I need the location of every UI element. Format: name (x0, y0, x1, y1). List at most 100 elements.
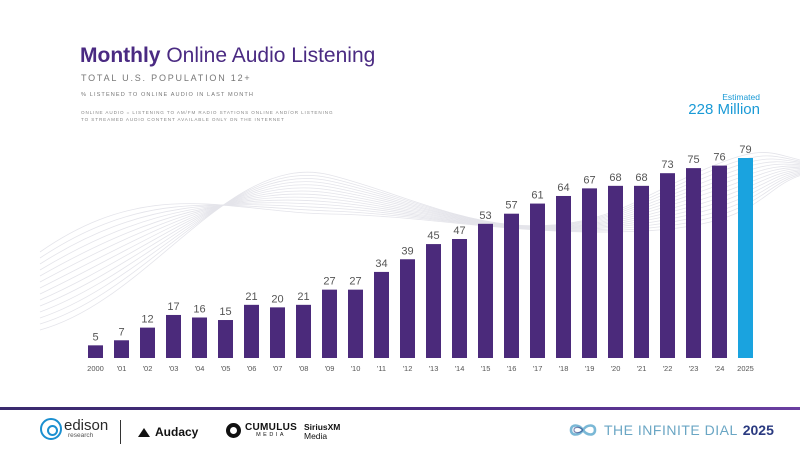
bar-value-label: 21 (297, 291, 309, 303)
cumulus-name: CUMULUS (245, 422, 298, 433)
bar-7 (270, 307, 285, 358)
bar-value-label: 21 (245, 291, 257, 303)
x-tick-label: '14 (455, 364, 465, 373)
bar-value-label: 7 (118, 326, 124, 338)
bar-19 (582, 188, 597, 358)
bar-value-label: 67 (583, 174, 595, 186)
bar-12 (400, 259, 415, 358)
wave-line (39, 170, 800, 277)
bar-10 (348, 289, 363, 358)
bar-chart: 5 2000 7 '01 12 '02 17 '03 16 '04 15 '05 21 '06 20 '07 2… (39, 144, 800, 373)
wave-line (39, 168, 800, 289)
bar-14 (452, 239, 467, 358)
wave-line (39, 152, 800, 331)
bar-1 (114, 340, 129, 358)
bar-value-label: 27 (349, 276, 361, 288)
logo-divider (120, 420, 121, 444)
bar-value-label: 16 (193, 303, 205, 315)
bar-3 (166, 314, 181, 358)
x-tick-label: 2025 (737, 364, 754, 373)
cumulus-logo: CUMULUS MEDIA (226, 423, 297, 439)
bar-value-label: 27 (323, 276, 335, 288)
wave-line (39, 155, 800, 325)
bar-11 (374, 271, 389, 358)
x-tick-label: '06 (247, 364, 257, 373)
edison-name: edison (64, 417, 109, 435)
bar-5 (218, 320, 233, 358)
bar-24 (712, 165, 727, 358)
x-tick-label: '08 (299, 364, 309, 373)
wave-line (39, 165, 800, 301)
x-tick-label: '13 (429, 364, 439, 373)
x-tick-label: '04 (195, 364, 205, 373)
estimate-label: Estimated (722, 92, 760, 102)
edison-sub: research (68, 432, 94, 440)
bar-18 (556, 195, 571, 358)
cumulus-logo-icon (226, 423, 241, 439)
infinity-logo-icon (569, 424, 597, 436)
bar-value-label: 68 (635, 172, 647, 184)
x-tick-label: '19 (585, 364, 595, 373)
bar-0 (88, 345, 103, 358)
bar-value-label: 20 (271, 293, 283, 305)
bar-value-label: 75 (687, 154, 699, 166)
x-tick-label: '21 (637, 364, 647, 373)
infinite-dial-logo: THE INFINITE DIAL 2025 (568, 422, 774, 438)
bar-9 (322, 289, 337, 358)
x-tick-label: '23 (689, 364, 699, 373)
x-tick-label: '10 (351, 364, 361, 373)
subtitle: TOTAL U.S. POPULATION 12+ (81, 73, 252, 83)
bar-value-label: 73 (661, 159, 673, 171)
wave-line (39, 171, 800, 271)
audacy-name: Audacy (155, 425, 199, 439)
wave-line (39, 166, 800, 295)
decorative-waves (39, 152, 800, 331)
x-tick-label: '18 (559, 364, 569, 373)
x-tick-label: '09 (325, 364, 335, 373)
wave-line (39, 161, 800, 313)
x-tick-label: '02 (143, 364, 153, 373)
x-tick-label: '05 (221, 364, 231, 373)
siriusxm-sub: Media (304, 430, 328, 441)
siriusxm-logo: SiriusXM Media (304, 423, 340, 441)
x-tick-label: '24 (715, 364, 725, 373)
x-tick-label: '17 (533, 364, 543, 373)
footer-divider (0, 407, 800, 410)
cumulus-sub: MEDIA (256, 432, 287, 438)
x-tick-label: '16 (507, 364, 517, 373)
bar-value-label: 17 (167, 301, 179, 313)
bar-value-label: 76 (713, 152, 725, 164)
bar-23 (686, 168, 701, 358)
bar-4 (192, 317, 207, 358)
bar-value-label: 5 (92, 331, 98, 343)
wave-line (39, 163, 800, 307)
edison-logo-icon (40, 418, 62, 440)
bar-value-label: 57 (505, 200, 517, 212)
bar-25 (738, 158, 753, 358)
definition-note: ONLINE AUDIO = LISTENING TO AM/FM RADIO … (81, 110, 334, 123)
bar-8 (296, 304, 311, 358)
bar-value-label: 34 (375, 258, 387, 270)
x-tick-label: '11 (377, 364, 386, 373)
infinite-dial-text: THE INFINITE DIAL (604, 422, 738, 438)
bar-value-label: 47 (453, 225, 465, 237)
bar-16 (504, 213, 519, 358)
bar-value-label: 61 (531, 190, 543, 202)
bar-value-label: 45 (427, 230, 439, 242)
wave-line (39, 174, 800, 259)
bar-15 (478, 223, 493, 358)
bar-17 (530, 203, 545, 358)
x-tick-label: '15 (481, 364, 491, 373)
bar-13 (426, 244, 441, 358)
bar-value-label: 68 (609, 172, 621, 184)
audacy-logo: Audacy (138, 425, 198, 439)
edison-logo: edison research (40, 418, 108, 440)
x-tick-label: '03 (169, 364, 179, 373)
bar-value-label: 64 (557, 182, 569, 194)
subtitle-measure: % LISTENED TO ONLINE AUDIO IN LAST MONTH (81, 92, 254, 98)
x-tick-label: '22 (663, 364, 673, 373)
bar-20 (608, 185, 623, 358)
x-tick-label: 2000 (87, 364, 104, 373)
bar-6 (244, 304, 259, 358)
bar-value-label: 79 (739, 144, 751, 156)
